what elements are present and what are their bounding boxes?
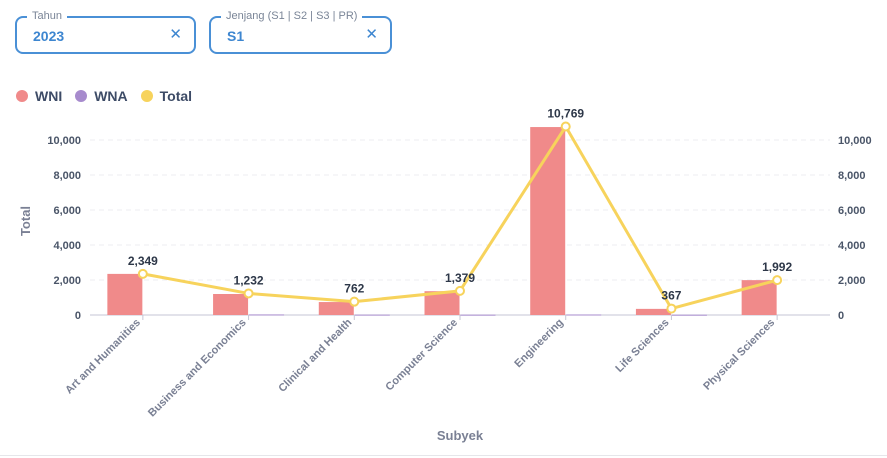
- legend-marker-total: [140, 90, 153, 102]
- y-tick-label: 2,000: [53, 275, 81, 287]
- legend-item-total[interactable]: Total: [140, 88, 193, 104]
- bar-wni: [318, 302, 354, 315]
- x-tick-label: Computer Science: [383, 317, 460, 394]
- point-total: [137, 268, 148, 279]
- close-icon[interactable]: ✕: [169, 26, 182, 43]
- bar-wni: [635, 308, 671, 315]
- data-label-total: 10,769: [547, 107, 584, 121]
- legend-marker-wna: [75, 90, 88, 102]
- bar-wni: [107, 273, 143, 315]
- data-label-total: 2,349: [128, 254, 158, 268]
- bar-wni: [213, 294, 249, 315]
- x-tick-label: Life Sciences: [613, 317, 671, 375]
- chart-legend: WNI WNA Total: [16, 88, 205, 104]
- x-tick-label: Business and Economics: [146, 317, 249, 420]
- x-tick-label: Engineering: [512, 317, 565, 370]
- y-tick-label-right: 4,000: [838, 240, 866, 252]
- x-tick-label: Clinical and Health: [276, 316, 354, 394]
- point-total: [349, 296, 360, 307]
- level-filter[interactable]: Jenjang (S1 | S2 | S3 | PR) S1 ✕: [209, 9, 392, 54]
- data-label-total: 367: [661, 289, 681, 303]
- bar-wna: [566, 314, 602, 316]
- year-filter-label: Tahun: [27, 9, 67, 23]
- y-tick-label: 0: [75, 310, 81, 322]
- y-tick-label-right: 8,000: [838, 170, 866, 182]
- legend-marker-wni: [16, 90, 28, 102]
- legend-item-wna[interactable]: WNA: [75, 88, 128, 104]
- point-total: [243, 288, 254, 299]
- data-label-total: 1,379: [445, 271, 475, 285]
- x-tick-label: Art and Humanities: [63, 317, 143, 397]
- y-tick-label-right: 6,000: [838, 205, 866, 217]
- y-axis-title: Total: [18, 206, 33, 236]
- data-label-total: 1,232: [234, 273, 264, 287]
- x-axis-title: Subyek: [437, 428, 484, 443]
- bar-wna: [354, 314, 390, 316]
- year-filter-value[interactable]: 2023: [33, 28, 65, 44]
- point-total: [560, 121, 571, 132]
- bar-wna: [249, 314, 285, 316]
- bar-wni: [530, 127, 566, 315]
- legend-label-total: Total: [159, 88, 193, 104]
- point-total: [455, 285, 465, 296]
- y-tick-label: 4,000: [53, 240, 81, 252]
- close-icon[interactable]: ✕: [365, 26, 378, 43]
- legend-label-wni: WNI: [35, 88, 63, 104]
- legend-label-wna: WNA: [94, 88, 128, 104]
- point-total: [772, 275, 783, 286]
- data-label-total: 1,992: [762, 260, 792, 274]
- y-tick-label: 6,000: [53, 205, 81, 217]
- y-tick-label: 8,000: [53, 170, 81, 182]
- bar-wna: [671, 314, 707, 316]
- point-total: [666, 303, 677, 314]
- data-label-total: 762: [344, 282, 364, 296]
- y-tick-label-right: 0: [838, 310, 844, 322]
- bar-wna: [460, 314, 496, 316]
- x-tick-label: Physical Sciences: [701, 317, 777, 393]
- legend-item-wni[interactable]: WNI: [16, 88, 62, 104]
- y-tick-label-right: 10,000: [838, 135, 872, 147]
- level-filter-value[interactable]: S1: [227, 28, 245, 44]
- y-tick-label: 10,000: [47, 135, 81, 147]
- divider: [0, 455, 887, 456]
- level-filter-label: Jenjang (S1 | S2 | S3 | PR): [221, 9, 363, 23]
- y-tick-label-right: 2,000: [838, 275, 866, 287]
- year-filter[interactable]: Tahun 2023 ✕: [15, 9, 196, 54]
- bar-wni: [424, 291, 460, 315]
